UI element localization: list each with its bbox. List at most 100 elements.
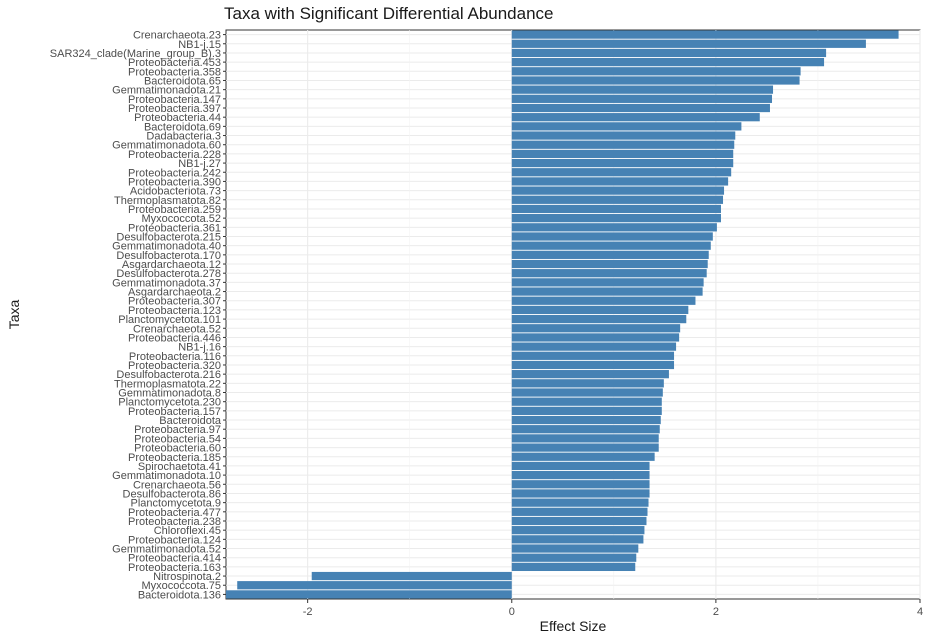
bar — [511, 39, 866, 48]
y-tick-label: Proteobacteria.397 — [128, 103, 221, 115]
y-tick-label: Crenarchaeota.52 — [133, 323, 221, 335]
y-tick-label: NB1-j.16 — [178, 342, 221, 354]
y-tick-label: Desulfobacterota.215 — [116, 231, 221, 243]
bar — [511, 113, 760, 122]
y-tick-label: Proteobacteria.123 — [128, 305, 221, 317]
y-tick-label: Bacteroidota.136 — [138, 589, 221, 601]
bar — [511, 516, 647, 526]
y-tick-label: Dadabacteria.3 — [146, 131, 221, 143]
bar — [511, 452, 655, 461]
y-tick-label: Gemmatimonadota.52 — [112, 544, 221, 556]
y-tick-label: Proteobacteria.307 — [128, 296, 221, 308]
bar — [511, 324, 681, 333]
y-tick-label: Chloroflexi.45 — [154, 525, 221, 537]
y-tick-label: NB1-j.15 — [178, 39, 221, 51]
y-tick-label: Proteobacteria.60 — [134, 443, 221, 455]
bar — [511, 57, 825, 67]
y-tick-label: Bacteroidota.69 — [144, 121, 221, 133]
y-tick-label: Proteobacteria.116 — [129, 351, 221, 363]
y-tick-label: Proteobacteria.157 — [128, 406, 221, 418]
y-tick-label: Proteobacteria.390 — [128, 176, 221, 188]
y-tick-label: Gemmatimonadota.8 — [118, 388, 221, 400]
bar — [511, 269, 707, 278]
bar — [511, 434, 659, 443]
bar — [511, 122, 742, 131]
y-tick-label: Desulfobacterota.278 — [116, 268, 221, 280]
bar — [511, 388, 663, 397]
y-tick-label: Myxococcota.52 — [142, 213, 221, 225]
y-tick-label: Gemmatimonadota.10 — [112, 470, 221, 482]
bar — [511, 562, 636, 572]
y-tick-label: Proteobacteria.44 — [134, 112, 221, 124]
y-tick-label: Proteobacteria.453 — [128, 57, 221, 69]
bar — [511, 195, 724, 204]
y-tick-label: Proteobacteria.147 — [128, 94, 221, 106]
bar — [511, 415, 661, 425]
bar — [511, 443, 659, 452]
y-tick-label: Proteobacteria.54 — [134, 433, 221, 445]
y-tick-label: Proteobacteria.163 — [128, 562, 221, 574]
y-tick-label: Proteobacteria.97 — [134, 424, 221, 436]
y-tick-label: Gemmatimonadota.40 — [112, 241, 221, 253]
chart-title: Taxa with Significant Differential Abund… — [224, 4, 554, 23]
bar — [511, 470, 650, 480]
y-tick-label: Asgardarchaeota.12 — [122, 259, 221, 271]
y-tick-label: Proteobacteria.320 — [128, 360, 221, 372]
bar — [511, 48, 827, 58]
x-tick-label: 0 — [509, 606, 515, 618]
x-ticks: -2 0 2 4 — [303, 599, 923, 618]
bar — [511, 186, 725, 195]
bar — [511, 351, 675, 360]
y-tick-label: Gemmatimonadota.21 — [112, 85, 221, 97]
y-tick-label: Gemmatimonadota.60 — [112, 140, 221, 152]
y-tick-label: Planctomycetota.101 — [118, 314, 221, 326]
y-tick-label: Desulfobacterota.216 — [116, 369, 221, 381]
bar — [511, 149, 734, 159]
bar — [511, 553, 637, 562]
y-tick-label: Gemmatimonadota.37 — [112, 277, 221, 289]
bar — [511, 535, 644, 544]
y-tick-label: Bacteroidota.65 — [144, 75, 221, 87]
bar — [511, 259, 708, 269]
bar — [511, 223, 717, 232]
y-tick-label: Desulfobacterota.170 — [116, 250, 221, 262]
y-tick-label: Proteobacteria.446 — [128, 332, 221, 344]
bar — [511, 498, 649, 507]
bar — [511, 241, 711, 250]
bar — [511, 397, 662, 406]
bar — [511, 342, 677, 351]
bar — [511, 360, 675, 370]
bar — [511, 85, 774, 94]
y-axis-title: Taxa — [6, 300, 22, 330]
bar — [226, 590, 512, 599]
y-tick-label: Acidobacteriota.73 — [130, 186, 221, 198]
y-tick-label: NB1-j.27 — [178, 158, 221, 170]
bar — [511, 296, 696, 305]
bar — [511, 140, 735, 149]
bar — [511, 103, 770, 113]
bar — [511, 287, 703, 296]
bar — [511, 425, 660, 434]
x-axis-title: Effect Size — [540, 618, 607, 634]
bar — [511, 461, 650, 471]
y-tick-label: Bacteroidota — [159, 415, 222, 427]
bar — [511, 406, 662, 415]
y-tick-label: Nitrospinota.2 — [153, 571, 221, 583]
y-tick-label: Spirochaetota.41 — [138, 461, 221, 473]
y-tick-label: Proteobacteria.238 — [128, 516, 221, 528]
x-tick-label: 4 — [917, 606, 923, 618]
y-tick-label: Crenarchaeota.23 — [133, 30, 221, 42]
bar — [237, 581, 512, 590]
bar — [511, 177, 729, 186]
y-tick-label: Asgardarchaeota.2 — [128, 287, 221, 299]
y-tick-label: Proteobacteria.124 — [128, 534, 221, 546]
bar — [511, 333, 680, 342]
y-tick-label: Myxococcota.75 — [142, 580, 221, 592]
y-tick-label: Desulfobacterota.86 — [123, 488, 221, 500]
y-tick-label: Proteobacteria.228 — [128, 149, 221, 161]
bar — [511, 480, 650, 489]
y-tick-label: Proteobacteria.185 — [128, 452, 221, 464]
bar — [511, 214, 721, 223]
bar — [511, 250, 709, 259]
bar — [511, 379, 664, 388]
